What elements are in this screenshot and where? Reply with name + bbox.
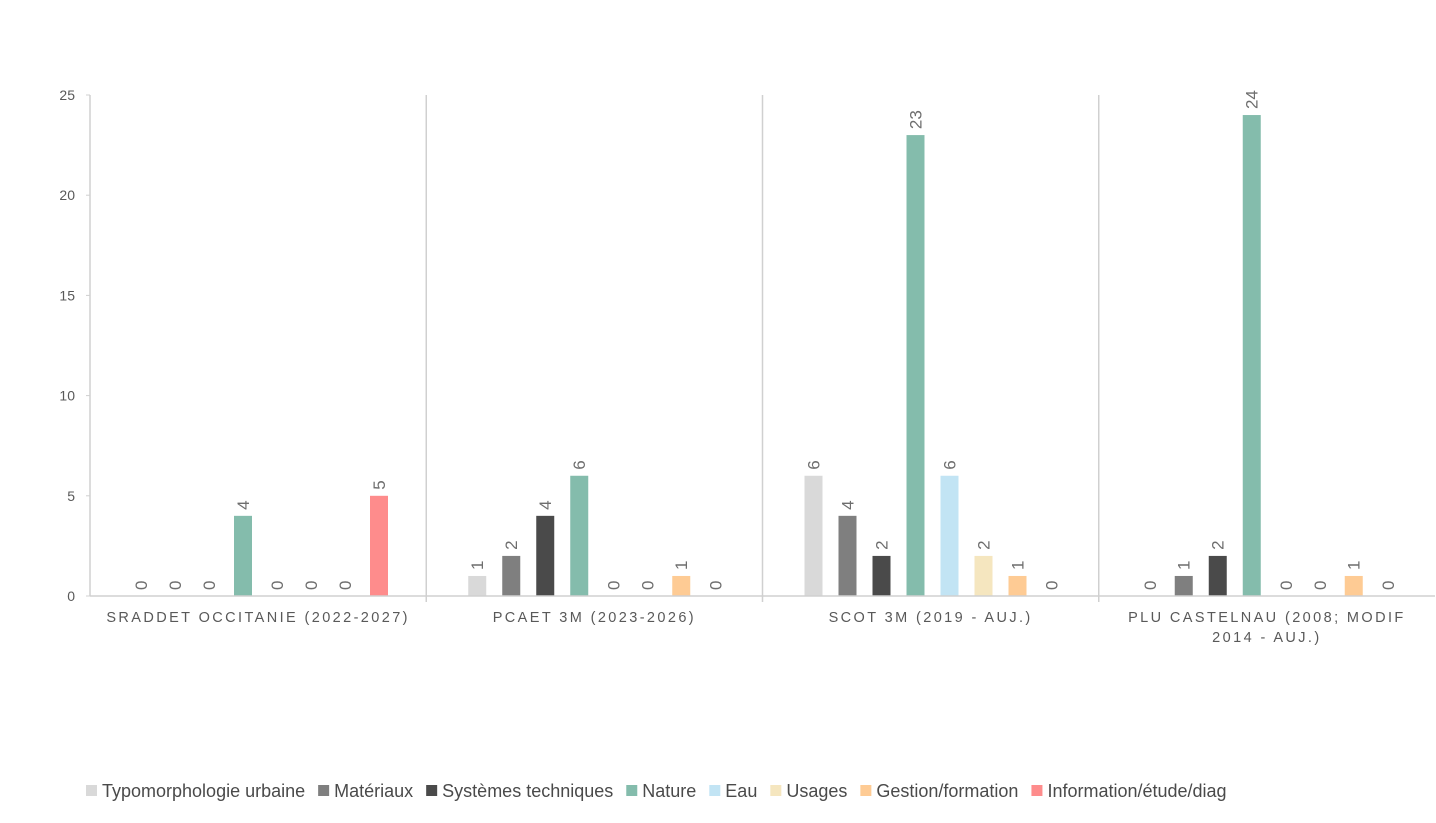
data-label: 1 bbox=[1175, 560, 1194, 569]
legend-swatch bbox=[426, 785, 438, 796]
bar bbox=[672, 575, 691, 596]
legend-label: Systèmes techniques bbox=[442, 781, 613, 801]
y-tick-label: 0 bbox=[67, 588, 75, 604]
legend: Typomorphologie urbaine Matériaux Systèmes… bbox=[86, 781, 1227, 801]
data-label: 6 bbox=[805, 460, 824, 469]
legend-item: Eau bbox=[709, 781, 757, 801]
legend-label: Matériaux bbox=[334, 781, 413, 801]
legend-swatch bbox=[1031, 785, 1043, 796]
data-label: 0 bbox=[336, 581, 355, 590]
bar bbox=[502, 555, 521, 596]
data-label: 4 bbox=[536, 500, 555, 509]
data-label: 2 bbox=[1209, 540, 1228, 549]
category-dividers bbox=[425, 95, 1100, 602]
bar bbox=[468, 575, 487, 596]
y-tick-label: 15 bbox=[59, 287, 75, 303]
legend-label: Gestion/formation bbox=[876, 781, 1018, 801]
data-label: 0 bbox=[1277, 581, 1296, 590]
category-label: SCOT 3M (2019 - AUJ.) bbox=[829, 610, 1033, 626]
data-label: 0 bbox=[638, 581, 657, 590]
category-label: PCAET 3M (2023-2026) bbox=[493, 610, 696, 626]
data-label: 0 bbox=[1311, 581, 1330, 590]
legend-item: Systèmes techniques bbox=[426, 781, 613, 801]
data-label: 0 bbox=[268, 581, 287, 590]
bar bbox=[804, 475, 823, 596]
bar bbox=[872, 555, 891, 596]
bar bbox=[1344, 575, 1363, 596]
category-label: PLU CASTELNAU (2008; MODIF bbox=[1128, 610, 1406, 626]
legend-swatch bbox=[709, 785, 721, 796]
data-label: 0 bbox=[1379, 581, 1398, 590]
legend-label: Usages bbox=[786, 781, 847, 801]
legend-label: Information/étude/diag bbox=[1047, 781, 1226, 801]
legend-item: Matériaux bbox=[318, 781, 413, 801]
legend-item: Gestion/formation bbox=[860, 781, 1018, 801]
data-label: 0 bbox=[132, 581, 151, 590]
data-label: 0 bbox=[166, 581, 185, 590]
bar bbox=[1242, 115, 1261, 596]
data-label: 1 bbox=[1345, 560, 1364, 569]
legend-item: Typomorphologie urbaine bbox=[86, 781, 305, 801]
legend-swatch bbox=[860, 785, 872, 796]
legend-swatch bbox=[770, 785, 782, 796]
data-label: 0 bbox=[200, 581, 219, 590]
data-label: 2 bbox=[975, 540, 994, 549]
bar bbox=[838, 515, 857, 596]
data-label: 1 bbox=[468, 560, 487, 569]
legend-label: Nature bbox=[642, 781, 696, 801]
legend-label: Typomorphologie urbaine bbox=[102, 781, 305, 801]
bar bbox=[536, 515, 555, 596]
data-label: 23 bbox=[907, 110, 926, 129]
legend-item: Information/étude/diag bbox=[1031, 781, 1227, 801]
bar bbox=[1174, 575, 1193, 596]
bar bbox=[1008, 575, 1027, 596]
bar bbox=[906, 135, 925, 596]
y-axis: 0 5 10 15 20 25 bbox=[59, 87, 91, 604]
y-tick-label: 5 bbox=[67, 488, 75, 504]
legend-swatch bbox=[86, 785, 97, 796]
data-label: 0 bbox=[604, 581, 623, 590]
legend-label: Eau bbox=[725, 781, 757, 801]
y-tick-label: 10 bbox=[59, 388, 75, 404]
category-label: SRADDET OCCITANIE (2022-2027) bbox=[106, 610, 410, 626]
data-label: 0 bbox=[706, 581, 725, 590]
bar bbox=[370, 495, 388, 596]
bar bbox=[234, 515, 252, 596]
y-tick-label: 20 bbox=[59, 187, 75, 203]
y-tick-label: 25 bbox=[59, 87, 75, 103]
bars bbox=[234, 115, 1363, 596]
x-axis: SRADDET OCCITANIE (2022-2027) PCAET 3M (2… bbox=[90, 595, 1435, 646]
data-label: 0 bbox=[1141, 581, 1160, 590]
data-label: 4 bbox=[839, 500, 858, 509]
legend-swatch bbox=[626, 785, 638, 796]
data-label: 6 bbox=[570, 460, 589, 469]
bar bbox=[570, 475, 589, 596]
data-label: 5 bbox=[370, 480, 389, 489]
legend-swatch bbox=[318, 785, 330, 796]
category-label: 2014 - AUJ.) bbox=[1212, 630, 1321, 646]
bar bbox=[974, 555, 993, 596]
bar bbox=[1208, 555, 1227, 596]
data-label: 2 bbox=[873, 540, 892, 549]
data-label: 6 bbox=[941, 460, 960, 469]
data-label: 0 bbox=[1043, 581, 1062, 590]
data-label: 0 bbox=[302, 581, 321, 590]
legend-item: Usages bbox=[770, 781, 847, 801]
data-label: 1 bbox=[1009, 560, 1028, 569]
data-label: 1 bbox=[672, 560, 691, 569]
data-label: 4 bbox=[234, 500, 253, 509]
data-label: 24 bbox=[1243, 90, 1262, 109]
legend-item: Nature bbox=[626, 781, 696, 801]
bar bbox=[940, 475, 959, 596]
data-label: 2 bbox=[502, 540, 521, 549]
